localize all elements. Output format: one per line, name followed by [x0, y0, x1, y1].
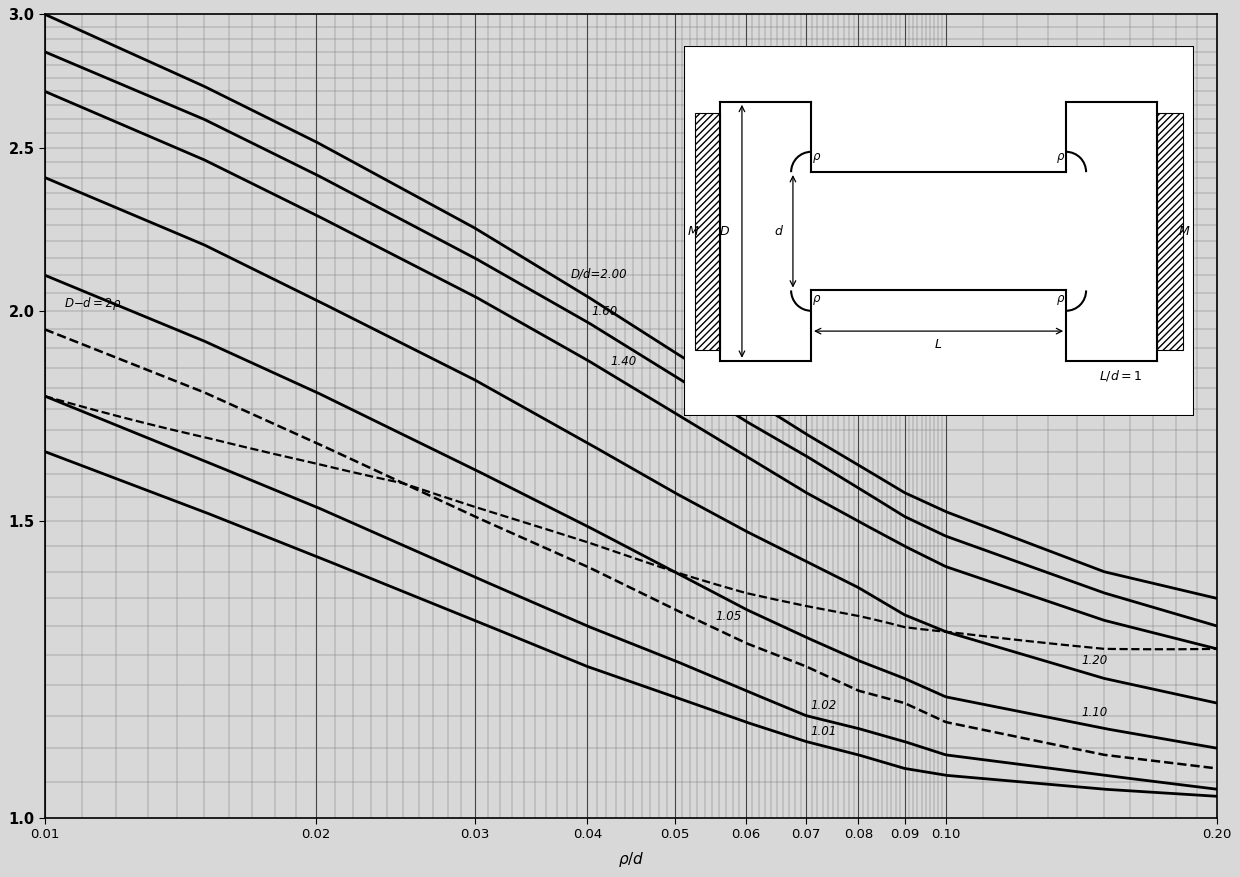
Text: $D{-}d{=}2\rho$: $D{-}d{=}2\rho$ [64, 296, 122, 312]
Text: 1.20: 1.20 [1081, 654, 1107, 667]
X-axis label: $\rho/d$: $\rho/d$ [618, 850, 645, 868]
Text: D/d=2.00: D/d=2.00 [572, 267, 627, 281]
Text: 1.01: 1.01 [810, 725, 836, 738]
Text: 1.10: 1.10 [1081, 707, 1107, 719]
Text: 1.02: 1.02 [810, 699, 836, 712]
Text: 1.60: 1.60 [591, 305, 618, 318]
Text: 1.40: 1.40 [610, 355, 636, 368]
Text: 1.05: 1.05 [715, 610, 742, 624]
